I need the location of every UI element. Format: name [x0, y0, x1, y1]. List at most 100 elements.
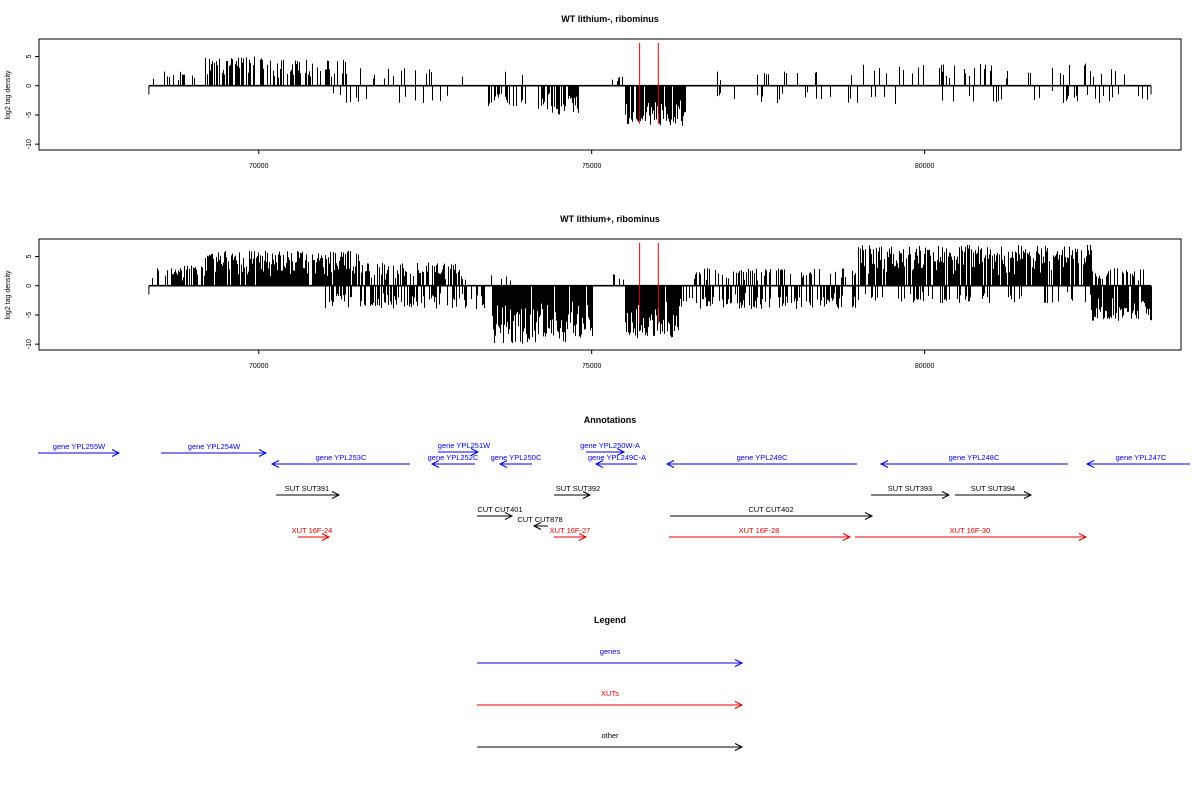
feature-label: SUT SUT393: [888, 484, 932, 493]
legend-label: XUTs: [601, 689, 619, 698]
feature-annotation: XUT 16F-28: [669, 526, 852, 541]
feature-label: gene YPL248C: [949, 453, 1000, 462]
x-tick-label: 70000: [249, 163, 269, 170]
legend-entry: XUTs: [477, 689, 744, 709]
feature-annotation: CUT CUT878: [517, 515, 563, 530]
feature-label: gene YPL247C: [1116, 453, 1167, 462]
x-tick-label: 75000: [582, 363, 602, 370]
feature-annotation: gene YPL250W-A: [580, 441, 640, 456]
feature-label: CUT CUT878: [517, 515, 562, 524]
arrow-head: [864, 512, 874, 520]
feature-label: XUT 16F-24: [292, 526, 333, 535]
feature-label: gene YPL249C-A: [588, 453, 646, 462]
feature-annotation: CUT CUT401: [477, 505, 523, 520]
feature-label: XUT 16F-30: [950, 526, 991, 535]
legend-title: Legend: [594, 615, 626, 625]
feature-annotation: SUT SUT392: [554, 484, 600, 499]
legend-label: other: [601, 731, 619, 740]
feature-label: gene YPL255W: [53, 442, 106, 451]
y-tick-label: -10: [26, 339, 33, 349]
y-tick-label: -5: [26, 312, 33, 318]
feature-label: gene YPL250W-A: [580, 441, 640, 450]
legend-entry: other: [477, 731, 744, 751]
arrow-head: [470, 448, 480, 456]
arrow-head: [616, 448, 626, 456]
arrow-head: [321, 533, 331, 541]
arrow-head: [270, 460, 280, 468]
arrow-head: [1023, 491, 1033, 499]
plot-frame: [38, 38, 1182, 151]
arrow-head: [734, 659, 744, 667]
arrow-head: [665, 460, 675, 468]
arrow-head: [1078, 533, 1088, 541]
x-tick-label: 80000: [915, 363, 935, 370]
annotation-features: gene YPL255W gene YPL254W gene YPL253C gene…: [38, 441, 1190, 541]
feature-annotation: gene YPL247C: [1085, 453, 1190, 468]
arrow-head: [941, 491, 951, 499]
feature-annotation: gene YPL251W: [438, 441, 491, 456]
feature-annotation: gene YPL254W: [161, 442, 268, 457]
legend-entry: genes: [477, 647, 744, 667]
arrow-head: [532, 522, 542, 530]
y-axis-label: log2 tag density: [5, 270, 12, 320]
arrow-head: [258, 449, 268, 457]
arrow-head: [734, 743, 744, 751]
track-panel-lithium-minus: WT lithium-, ribominus log2 tag density …: [5, 14, 1182, 170]
annotations-panel: Annotations gene YPL255W gene YPL254Wgene…: [38, 415, 1190, 541]
feature-label: SUT SUT391: [285, 484, 329, 493]
x-tick-label: 75000: [582, 163, 602, 170]
feature-label: gene YPL249C: [737, 453, 788, 462]
feature-label: CUT CUT401: [477, 505, 522, 514]
legend: Legend genes XUTs other: [477, 615, 744, 751]
legend-label: genes: [600, 647, 621, 656]
annotations-title: Annotations: [584, 415, 637, 425]
panel-title: WT lithium+, ribominus: [560, 214, 660, 224]
feature-label: XUT 16F-28: [739, 526, 780, 535]
feature-label: XUT 16F-27: [550, 526, 591, 535]
y-tick-label: 5: [26, 54, 33, 58]
feature-label: gene YPL254W: [188, 442, 241, 451]
y-tick-label: 5: [26, 254, 33, 258]
panel-title: WT lithium-, ribominus: [561, 14, 659, 24]
feature-annotation: gene YPL253C: [270, 453, 410, 468]
arrow-head: [578, 533, 588, 541]
arrow-head: [879, 460, 889, 468]
feature-annotation: SUT SUT391: [276, 484, 341, 499]
y-tick-label: -5: [26, 112, 33, 118]
feature-annotation: gene YPL255W: [38, 442, 121, 457]
feature-label: gene YPL250C: [491, 453, 542, 462]
feature-annotation: gene YPL249C-A: [588, 453, 646, 468]
arrow-head: [504, 512, 514, 520]
arrow-head: [111, 449, 121, 457]
feature-annotation: gene YPL248C: [879, 453, 1068, 468]
arrow-head: [582, 491, 592, 499]
arrow-head: [1085, 460, 1095, 468]
feature-label: gene YPL251W: [438, 441, 491, 450]
arrow-head: [734, 701, 744, 709]
y-axis-label: log2 tag density: [5, 70, 12, 120]
feature-annotation: SUT SUT393: [871, 484, 951, 499]
feature-annotation: gene YPL249C: [665, 453, 857, 468]
arrow-head: [498, 460, 508, 468]
density-bars: [148, 43, 1152, 126]
feature-label: gene YPL252C: [428, 453, 479, 462]
plot-frame: [38, 238, 1182, 351]
track-panel-lithium-plus: WT lithium+, ribominus log2 tag density …: [5, 214, 1182, 370]
feature-label: CUT CUT402: [748, 505, 793, 514]
arrow-head: [842, 533, 852, 541]
density-bars: [148, 243, 1152, 344]
legend-entries: genes XUTs other: [477, 647, 744, 751]
arrow-head: [594, 460, 604, 468]
x-tick-label: 70000: [249, 363, 269, 370]
y-tick-label: -10: [26, 139, 33, 149]
arrow-head: [331, 491, 341, 499]
feature-annotation: XUT 16F-24: [292, 526, 333, 541]
arrow-head: [430, 460, 440, 468]
feature-annotation: CUT CUT402: [670, 505, 874, 520]
feature-annotation: gene YPL250C: [491, 453, 542, 468]
feature-label: gene YPL253C: [316, 453, 367, 462]
x-tick-label: 80000: [915, 163, 935, 170]
axes: 70000 75000 80000 -10 -5 0 5: [26, 254, 934, 370]
feature-label: SUT SUT392: [556, 484, 600, 493]
